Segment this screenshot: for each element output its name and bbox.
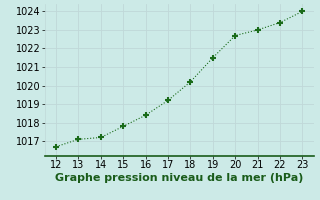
X-axis label: Graphe pression niveau de la mer (hPa): Graphe pression niveau de la mer (hPa)	[55, 173, 303, 183]
